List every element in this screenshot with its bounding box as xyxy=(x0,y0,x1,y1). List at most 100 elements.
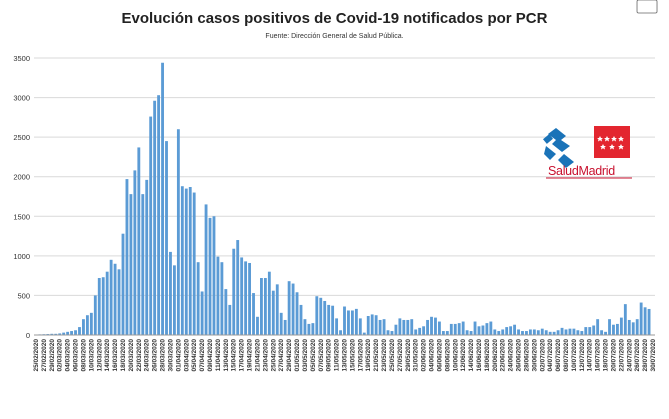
bar xyxy=(493,329,497,335)
logo-text: SaludMadrid xyxy=(548,164,615,178)
bar xyxy=(394,324,398,335)
bar xyxy=(172,265,176,335)
x-tick-label: 04/07/2020 xyxy=(547,339,554,372)
bar xyxy=(256,316,259,335)
x-tick-label: 17/05/2020 xyxy=(357,339,364,372)
x-tick-label: 15/04/2020 xyxy=(231,339,238,372)
x-tick-label: 04/03/2020 xyxy=(65,339,72,372)
bar xyxy=(208,217,212,335)
bar xyxy=(489,321,493,335)
bar xyxy=(556,330,560,335)
bar xyxy=(291,283,295,335)
bar xyxy=(244,261,248,335)
x-tick-label: 24/07/2020 xyxy=(626,339,633,372)
x-tick-label: 30/06/2020 xyxy=(531,339,538,372)
x-tick-label: 13/04/2020 xyxy=(223,339,230,372)
x-tick-label: 13/05/2020 xyxy=(342,339,349,372)
bar xyxy=(481,325,485,335)
x-tick-label: 22/03/2020 xyxy=(136,339,143,372)
x-tick-label: 24/06/2020 xyxy=(508,339,515,372)
bar xyxy=(398,318,402,335)
x-tick-label: 01/05/2020 xyxy=(294,339,301,372)
x-axis: 25/02/2020 27/02/2020 29/02/2020 02/03/2020… xyxy=(33,334,657,372)
x-tick-label: 26/07/2020 xyxy=(634,339,641,372)
x-tick-label: 07/04/2020 xyxy=(199,339,206,372)
bars xyxy=(34,62,651,336)
x-tick-label: 21/04/2020 xyxy=(254,339,261,372)
bar xyxy=(548,331,552,335)
x-tick-label: 09/05/2020 xyxy=(326,339,333,372)
x-tick-label: 27/05/2020 xyxy=(397,339,404,372)
bar xyxy=(619,317,623,335)
bar xyxy=(501,329,505,335)
bar xyxy=(525,331,528,335)
bar xyxy=(513,324,517,335)
bar xyxy=(643,307,647,335)
y-tick-label: 3500 xyxy=(13,54,30,63)
bar xyxy=(441,331,445,335)
chart-subtitle: Fuente: Dirección General de Salud Públi… xyxy=(265,33,404,40)
x-tick-label: 09/04/2020 xyxy=(207,339,214,372)
bar xyxy=(410,319,414,335)
bar xyxy=(536,330,540,335)
bar xyxy=(283,319,287,335)
bar xyxy=(196,262,200,335)
x-tick-label: 15/05/2020 xyxy=(349,339,356,372)
x-tick-label: 22/07/2020 xyxy=(618,339,625,372)
x-tick-label: 28/07/2020 xyxy=(642,339,649,372)
x-tick-label: 06/03/2020 xyxy=(73,339,80,372)
bar xyxy=(109,259,113,335)
bar xyxy=(358,318,362,335)
bar xyxy=(631,322,635,335)
bar xyxy=(299,304,303,335)
bar xyxy=(153,100,157,335)
x-tick-label: 14/03/2020 xyxy=(104,339,111,372)
bar xyxy=(180,186,184,335)
y-tick-label: 2000 xyxy=(13,173,30,182)
salud-madrid-logo xyxy=(543,126,632,179)
x-tick-label: 17/04/2020 xyxy=(239,339,246,372)
x-tick-label: 06/06/2020 xyxy=(436,339,443,372)
y-tick-label: 1500 xyxy=(13,212,30,221)
bar xyxy=(374,315,378,335)
bar xyxy=(323,300,327,335)
bar xyxy=(596,319,600,335)
x-tick-label: 14/06/2020 xyxy=(468,339,475,372)
bar xyxy=(647,308,651,335)
bar xyxy=(204,204,208,335)
bar xyxy=(445,331,449,335)
bar xyxy=(604,331,607,335)
bar xyxy=(576,330,580,335)
bar xyxy=(125,179,129,335)
y-axis: 0 500 1000 1500 2000 2500 3000 3500 xyxy=(13,54,30,340)
bar xyxy=(560,327,564,335)
bar xyxy=(307,323,311,335)
bar xyxy=(267,271,271,335)
bar xyxy=(592,325,596,335)
bar xyxy=(311,323,315,335)
bar xyxy=(343,306,346,335)
x-tick-label: 16/07/2020 xyxy=(595,339,602,372)
bar xyxy=(260,278,263,335)
bar xyxy=(315,296,319,335)
x-tick-label: 04/06/2020 xyxy=(429,339,436,372)
bar xyxy=(612,324,615,335)
bar xyxy=(66,331,70,335)
bar xyxy=(521,331,524,335)
bar xyxy=(137,147,141,335)
x-tick-label: 03/05/2020 xyxy=(302,339,309,372)
bar xyxy=(335,318,339,335)
x-tick-label: 24/03/2020 xyxy=(144,339,151,372)
bar xyxy=(54,333,58,335)
bar xyxy=(295,292,299,335)
x-tick-label: 23/04/2020 xyxy=(262,339,269,372)
bar xyxy=(347,310,350,335)
bar xyxy=(564,329,568,335)
bar xyxy=(275,284,279,335)
bar xyxy=(378,319,382,335)
x-tick-label: 02/07/2020 xyxy=(539,339,546,372)
x-tick-label: 02/06/2020 xyxy=(421,339,428,372)
x-tick-label: 07/05/2020 xyxy=(318,339,325,372)
bar xyxy=(232,248,236,335)
bar xyxy=(469,331,473,335)
